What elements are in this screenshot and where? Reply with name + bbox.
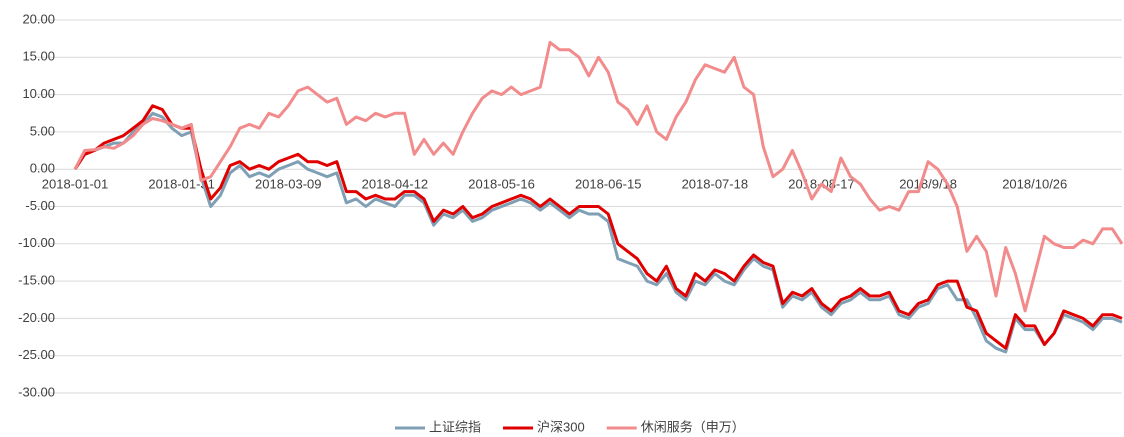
x-tick-label: 2018/10/26: [1002, 177, 1067, 192]
y-tick-label: 0.00: [30, 161, 55, 176]
y-tick-label: -30.00: [18, 384, 55, 399]
y-tick-label: -25.00: [18, 347, 55, 362]
y-tick-label: -10.00: [18, 235, 55, 250]
y-tick-label: 15.00: [22, 49, 55, 64]
x-tick-label: 2018-06-15: [575, 177, 642, 192]
legend-label: 上证综指: [429, 419, 481, 434]
y-tick-label: -20.00: [18, 310, 55, 325]
x-tick-label: 2018/9/18: [899, 177, 957, 192]
series-line: [73, 111, 1123, 354]
x-tick-label: 2018-03-09: [255, 177, 322, 192]
y-tick-label: 20.00: [22, 11, 55, 26]
x-tick-label: 2018-07-18: [682, 177, 749, 192]
y-tick-label: -5.00: [25, 198, 55, 213]
x-tick-label: 2018-01-01: [42, 177, 109, 192]
legend-label: 沪深300: [537, 419, 585, 434]
series-line: [73, 104, 1123, 350]
y-tick-label: 5.00: [30, 123, 55, 138]
series-line: [73, 40, 1124, 313]
legend-label: 休闲服务（申万）: [641, 419, 745, 434]
x-tick-label: 2018-04-12: [362, 177, 429, 192]
x-tick-label: 2018-01-31: [148, 177, 215, 192]
y-tick-label: -15.00: [18, 273, 55, 288]
x-tick-label: 2018-05-16: [468, 177, 535, 192]
y-tick-label: 10.00: [22, 86, 55, 101]
